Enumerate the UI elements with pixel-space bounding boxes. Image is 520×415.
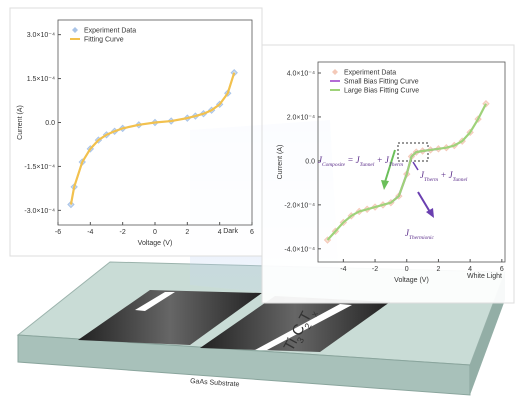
y-tick-label: -1.5×10⁻⁴	[24, 164, 55, 171]
note: Dark	[223, 228, 238, 235]
legend-marker	[72, 27, 78, 33]
subscript: x	[309, 309, 320, 318]
subscript: Composite	[322, 162, 346, 168]
rich-text: Ti3C2Tx	[281, 304, 321, 355]
x-tick-label: 6	[500, 266, 504, 273]
plot-frame	[317, 61, 506, 263]
subscript: 2	[302, 322, 313, 331]
note: White Light	[467, 273, 502, 280]
rich-text: JComposite = JTunnel + JTherm	[318, 155, 403, 168]
electrode	[78, 290, 262, 345]
arrowhead	[381, 180, 389, 190]
y-tick-label: 1.5×10⁻⁴	[27, 76, 55, 83]
arrow	[412, 161, 419, 171]
x-tick-label: 4	[218, 229, 222, 236]
x-tick-label: 2	[436, 266, 440, 273]
rich-text: JThermionic	[405, 228, 434, 241]
arrow	[384, 149, 396, 183]
arrow	[417, 191, 431, 213]
text-part: +	[438, 170, 449, 180]
text-part: J	[420, 170, 425, 180]
y-tick-label: 0.0	[45, 120, 55, 127]
x-tick-label: -4	[87, 229, 93, 236]
panel	[9, 7, 263, 257]
y-tick-label: -3.0×10⁻⁴	[24, 208, 55, 215]
x-tick-label: 2	[185, 229, 189, 236]
legend-label: Experiment Data	[344, 70, 396, 77]
text-part: J	[405, 228, 410, 238]
y-tick-label: -2.0×10⁻⁴	[284, 202, 315, 209]
y-tick-label: 0.0	[305, 158, 315, 165]
legend-marker	[332, 69, 338, 75]
text-part: +	[374, 155, 385, 165]
legend-label: Experiment Data	[84, 28, 136, 35]
subscript: Therm	[424, 177, 438, 183]
y-tick-label: 2.0×10⁻⁴	[287, 114, 315, 121]
fit-line	[326, 103, 487, 241]
text-part: J	[318, 155, 323, 165]
rich-text: JTherm + JTunnel	[420, 170, 468, 183]
legend-label: Fitting Curve	[84, 37, 124, 44]
text-part: J	[449, 170, 454, 180]
x-axis-label: Voltage (V)	[394, 277, 429, 284]
electrode-strip	[255, 304, 352, 350]
electrode-strip	[135, 292, 175, 311]
subscript: Therm	[389, 162, 403, 168]
legend-label: Large Bias Fitting Curve	[344, 88, 419, 95]
x-tick-label: 4	[468, 266, 472, 273]
subscript: Thermionic	[409, 235, 434, 241]
y-tick-label: -4.0×10⁻⁴	[284, 246, 315, 253]
x-tick-label: -4	[340, 266, 346, 273]
subscript: Tunnel	[360, 162, 375, 168]
arrowhead	[426, 208, 434, 218]
y-tick-label: 3.0×10⁻⁴	[27, 32, 55, 39]
text-part: =	[345, 155, 356, 165]
subscript: Tunnel	[453, 177, 468, 183]
text-part: J	[356, 155, 361, 165]
subscript: 3	[295, 336, 306, 345]
x-tick-label: -2	[372, 266, 378, 273]
fit-line	[69, 72, 236, 205]
legend-label: Small Bias Fitting Curve	[344, 79, 419, 86]
x-tick-label: 0	[405, 266, 409, 273]
x-tick-label: -2	[120, 229, 126, 236]
x-axis-label: Voltage (V)	[138, 240, 173, 247]
x-tick-label: -6	[55, 229, 61, 236]
text-part: J	[385, 155, 390, 165]
x-tick-label: 0	[153, 229, 157, 236]
y-tick-label: 4.0×10⁻⁴	[287, 70, 315, 77]
y-axis-label: Current (A)	[17, 105, 24, 140]
y-axis-label: Current (A)	[277, 145, 284, 180]
x-tick-label: 6	[250, 229, 254, 236]
substrate-label: GaAs Substrate	[190, 378, 240, 388]
